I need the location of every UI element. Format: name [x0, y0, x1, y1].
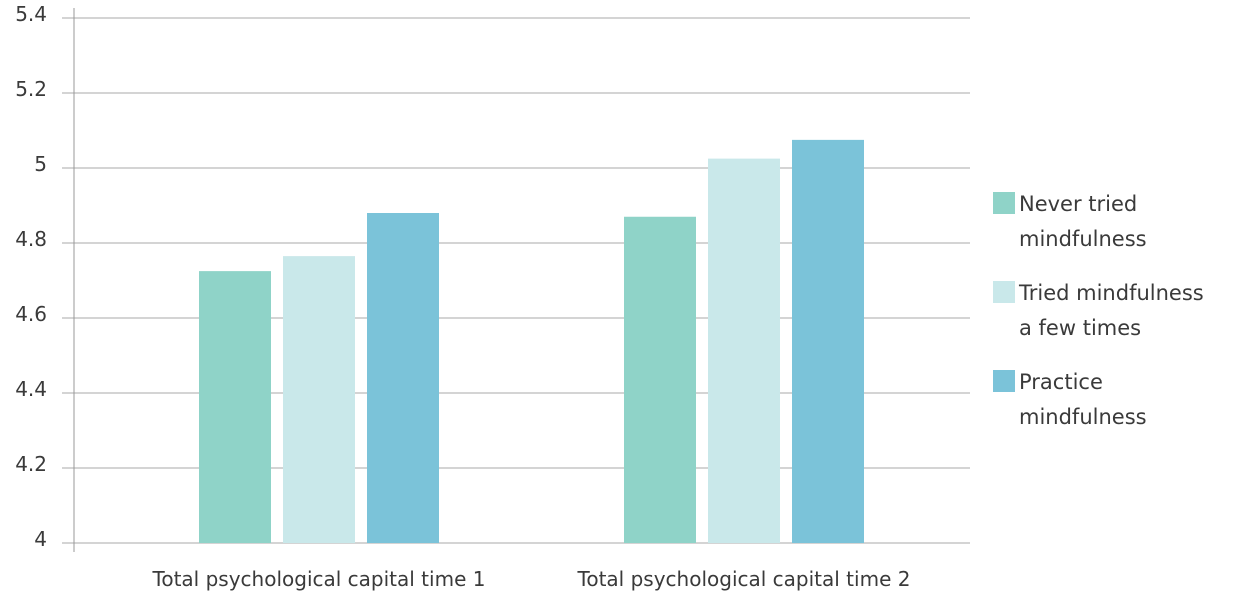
- legend-label: mindfulness: [1019, 405, 1147, 429]
- legend-swatch: [993, 370, 1015, 392]
- bar: [792, 139, 864, 543]
- bar: [367, 213, 439, 543]
- legend: Never tried mindfulness Tried mindfulness a…: [993, 192, 1204, 429]
- y-tick-label: 4: [34, 527, 47, 551]
- y-tick-label: 5.4: [15, 2, 47, 26]
- legend-label: Never tried: [1019, 192, 1137, 216]
- y-tick-label: 4.2: [15, 452, 47, 476]
- bar: [708, 158, 780, 543]
- legend-label: a few times: [1019, 316, 1141, 340]
- legend-swatch: [993, 281, 1015, 303]
- legend-label: Tried mindfulness: [1018, 281, 1204, 305]
- y-tick-label: 4.4: [15, 377, 47, 401]
- bar: [624, 216, 696, 543]
- bars: [199, 139, 864, 543]
- y-tick-label: 5.2: [15, 77, 47, 101]
- y-tick-label: 5: [34, 152, 47, 176]
- y-tick-label: 4.6: [15, 302, 47, 326]
- y-tick-label: 4.8: [15, 227, 47, 251]
- legend-label: Practice: [1019, 370, 1103, 394]
- y-axis-ticks: 4 4.2 4.4 4.6 4.8 5 5.2 5.4: [15, 2, 47, 551]
- x-category-label: Total psychological capital time 2: [577, 567, 911, 591]
- legend-swatch: [993, 192, 1015, 214]
- x-category-label: Total psychological capital time 1: [152, 567, 486, 591]
- x-axis-labels: Total psychological capital time 1 Total …: [152, 567, 911, 591]
- bar: [199, 271, 271, 543]
- bar: [283, 256, 355, 543]
- legend-label: mindfulness: [1019, 227, 1147, 251]
